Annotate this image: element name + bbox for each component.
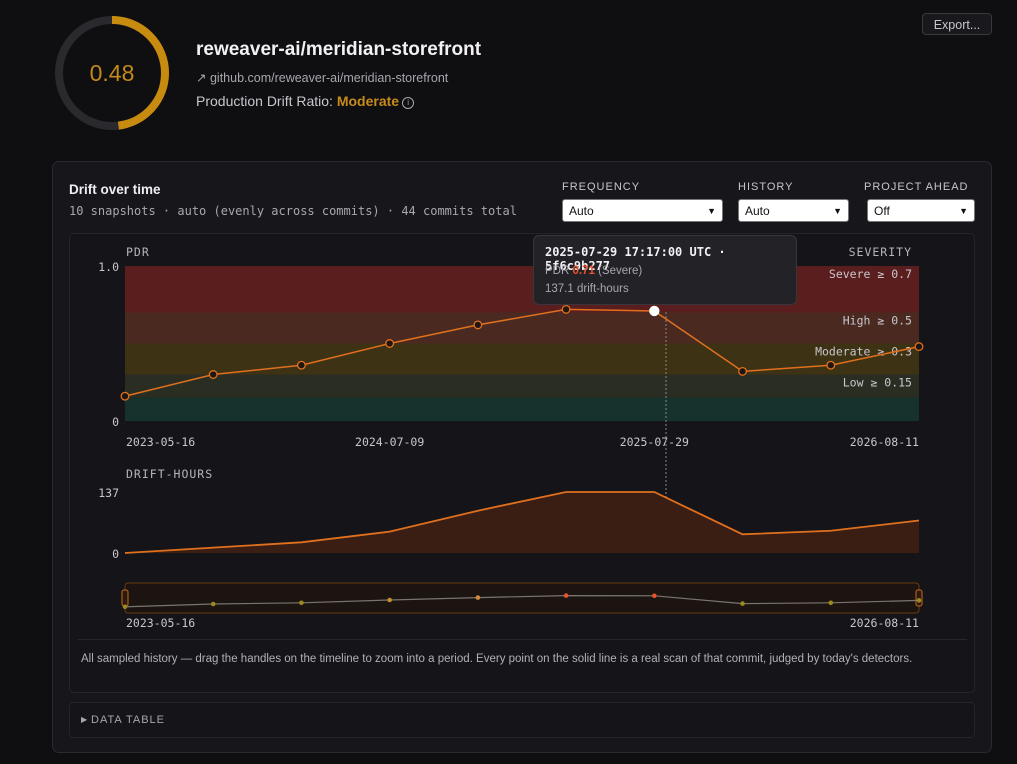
timeline-point [475,595,481,600]
timeline-point [387,597,392,603]
pdr-point[interactable] [914,342,924,352]
drift-hours-axis-title: DRIFT-HOURS [126,467,213,481]
tooltip-title: 2025-07-29 17:17:00 UTC · 5f6c9b277 [545,245,726,273]
pdr-point[interactable] [385,339,395,348]
severity-band-label: Moderate ≥ 0.3 [815,345,912,359]
timeline-handle-right[interactable] [915,589,923,607]
project-ahead-label: PROJECT AHEAD [864,181,969,193]
info-icon[interactable]: i [402,97,415,109]
pdr-point[interactable] [561,304,571,314]
repo-link[interactable]: ↗ github.com/reweaver-ai/meridian-storef… [196,70,448,85]
timeline-brush[interactable] [124,582,920,614]
data-table-toggle[interactable]: ▶ DATA TABLE [69,702,975,738]
timeline-series-line [124,594,920,608]
pdr-summary: Production Drift Ratio: Moderate i [196,93,415,109]
pdr-point-highlighted[interactable] [649,305,660,317]
dh-ytick-min: 0 [112,547,119,561]
dh-ytick-max: 137 [98,486,119,500]
pdr-ytick-max: 1.0 [98,260,119,274]
chevron-down-icon: ▼ [833,205,842,216]
severity-band [125,397,919,421]
timeline-point [740,601,745,606]
severity-band [125,266,919,313]
timeline-point [563,593,569,598]
pdr-xtick-label: 2026-08-11 [850,435,919,449]
severity-header: SEVERITY [849,245,912,259]
tooltip-pdr-label: PDR [545,265,570,277]
chevron-down-icon: ▼ [707,205,716,216]
card-subtitle: 10 snapshots · auto (evenly across commi… [69,204,517,218]
severity-band [125,343,919,375]
frequency-label: FREQUENCY [562,181,641,193]
pdr-point[interactable] [208,370,218,379]
pdr-axis-title: PDR [126,245,150,259]
drift-hours-line [124,491,920,554]
pdr-series-line [124,308,920,397]
timeline-point [828,600,834,606]
pdr-xtick-label: 2023-05-16 [126,435,195,449]
chart-tooltip: 2025-07-29 17:17:00 UTC · 5f6c9b277 PDR … [533,235,797,305]
timeline-handle-left[interactable] [121,589,129,607]
pdr-xtick-label: 2025-07-29 [620,435,689,449]
pdr-label: Production Drift Ratio: [196,93,333,109]
chevron-down-icon: ▼ [959,205,968,216]
frequency-value: Auto [569,203,594,218]
timeline-point [916,598,922,603]
pdr-point[interactable] [296,360,306,370]
timeline-start-label: 2023-05-16 [126,616,195,630]
repo-link-text: github.com/reweaver-ai/meridian-storefro… [209,71,449,85]
severity-band-label: Low ≥ 0.15 [843,376,912,390]
severity-band-label: Severe ≥ 0.7 [829,267,912,281]
external-link-icon: ↗ [196,71,207,85]
tooltip-pdr-severity: (Severe) [598,265,643,277]
caret-right-icon: ▶ [81,715,89,724]
pdr-xtick-label: 2024-07-09 [355,435,424,449]
pdr-point[interactable] [826,360,836,370]
frequency-select[interactable]: Auto ▼ [562,199,723,222]
score-ring [55,16,169,130]
pdr-point[interactable] [120,391,130,401]
timeline-point [122,604,128,610]
pdr-severity: Moderate [336,93,400,109]
project-ahead-select[interactable]: Off ▼ [867,199,975,222]
tooltip-drift-hours: 137.1 drift-hours [545,283,629,295]
severity-band [125,374,919,398]
divider [78,639,967,640]
pdr-ytick-min: 0 [112,415,119,429]
score-value: 0.48 [89,59,135,86]
timeline-point [210,601,216,607]
history-value: Auto [745,203,770,218]
pdr-point[interactable] [738,366,748,376]
timeline-end-label: 2026-08-11 [850,616,919,630]
export-button[interactable]: Export... [922,13,992,35]
history-label: HISTORY [738,181,794,193]
drift-hours-area [125,492,919,553]
timeline-point [299,600,304,606]
severity-band-label: High ≥ 0.5 [843,314,912,328]
tooltip-pdr-value: 0.71 [572,265,595,277]
chart-footnote: All sampled history — drag the handles o… [81,653,913,665]
card-title: Drift over time [69,182,161,197]
data-table-label: DATA TABLE [91,714,165,726]
project-ahead-value: Off [874,203,890,218]
history-select[interactable]: Auto ▼ [738,199,849,222]
repo-title: reweaver-ai/meridian-storefront [196,39,482,60]
tooltip-pdr: PDR 0.71 (Severe) [545,265,642,277]
pdr-point[interactable] [473,320,483,330]
timeline-point [652,593,657,599]
